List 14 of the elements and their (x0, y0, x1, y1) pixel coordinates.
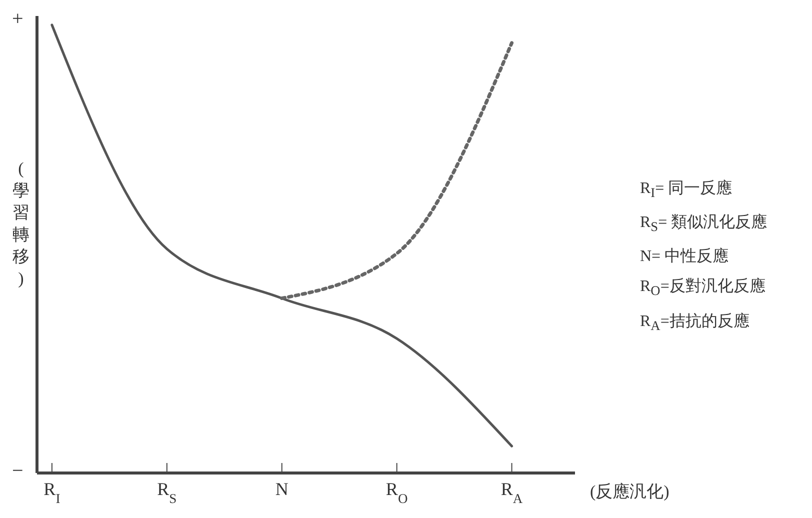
x-axis-title: (反應汎化) (590, 481, 670, 503)
text: − (12, 460, 24, 483)
text: R$_{S}$= 類似汎化反應 (640, 212, 768, 236)
text: R$_{A}$=拮抗的反應 (640, 312, 750, 335)
x-tick-label: R$_{O}$ (386, 479, 408, 506)
y-axis-title: (學習轉移) (12, 158, 30, 290)
text: + (12, 8, 24, 31)
text: N= 中性反應 (640, 246, 730, 268)
text: R$_{O}$=反對汎化反應 (640, 276, 766, 301)
text: R$_{I}$= 同一反應 (640, 178, 734, 202)
x-tick-label: R$_{A}$ (500, 479, 523, 506)
x-tick-label: R$_{S}$ (157, 479, 177, 506)
x-tick-label: R$_{I}$ (44, 479, 61, 506)
x-tick-label: N (275, 479, 288, 499)
